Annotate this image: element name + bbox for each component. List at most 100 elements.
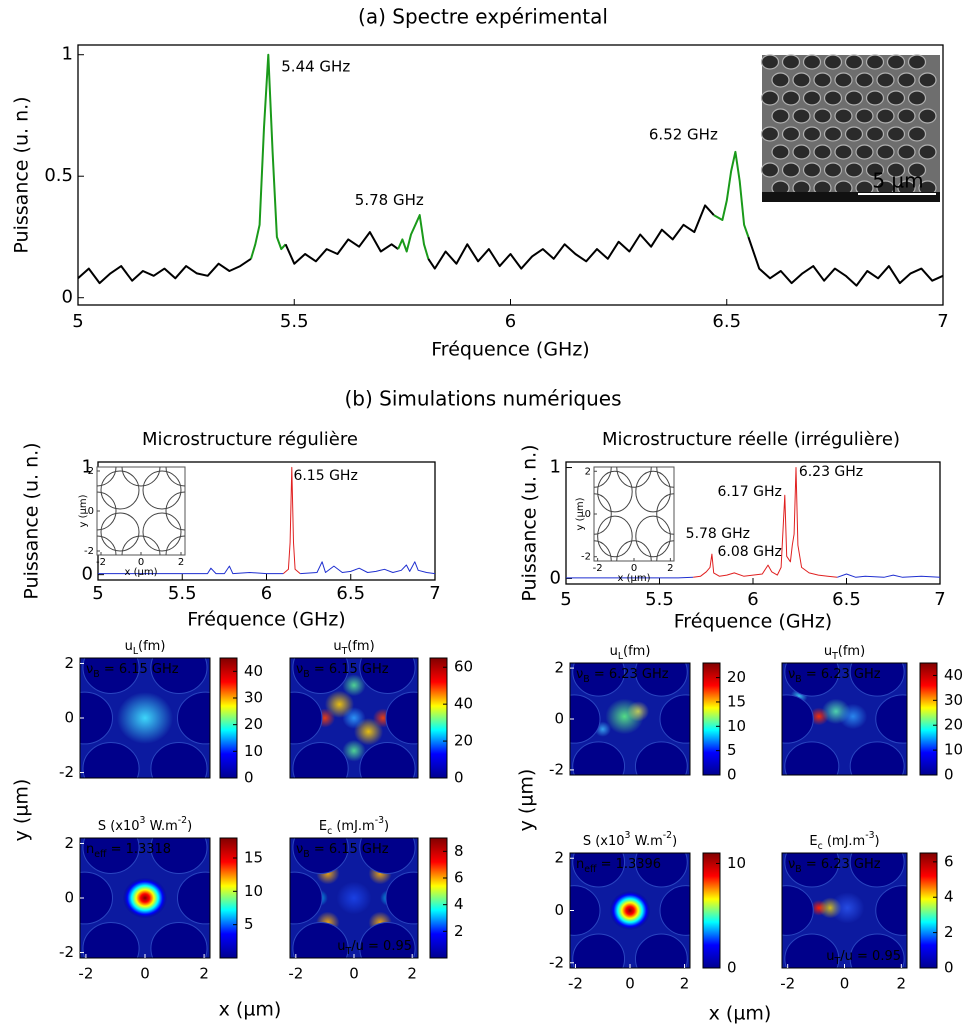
hole	[359, 922, 416, 958]
colorbar-tick-label: 20	[727, 668, 746, 686]
sem-hole	[771, 72, 790, 88]
text-part: = 6.23 GHz	[802, 857, 881, 872]
sem-hole	[823, 162, 843, 178]
sem-hole	[855, 144, 874, 160]
y-tick-label: 2	[64, 834, 74, 852]
inset-hole	[121, 467, 161, 487]
chart-title: (a) Spectre expérimental	[358, 5, 608, 29]
colorbar-tick-label: 8	[454, 842, 464, 860]
x-tick-label: 2	[897, 975, 907, 993]
sem-hole	[802, 54, 822, 70]
y-axis-label: y (µm)	[516, 769, 538, 832]
hole	[292, 838, 349, 874]
colorbar-tick-label: 10	[244, 882, 263, 900]
inset-hole	[635, 470, 671, 513]
x-tick-label: 6.5	[832, 589, 861, 610]
sem-hole	[865, 126, 885, 142]
y-tick-label: 0	[64, 889, 74, 907]
x-axis-label: Fréquence (GHz)	[187, 609, 345, 631]
series-line	[250, 53, 287, 260]
hole	[849, 933, 905, 968]
text-part: 3	[140, 815, 146, 826]
heatmap-title: uT(fm)	[333, 639, 374, 658]
sem-hole	[907, 90, 927, 106]
inset-y-tick-label: 0	[88, 506, 94, 517]
sem-hole	[886, 90, 906, 106]
inset-hole	[656, 493, 674, 535]
annotation: 6.17 GHz	[717, 484, 781, 500]
x-tick-label: 5	[92, 583, 103, 604]
sem-hole	[918, 144, 937, 160]
sem-hole	[844, 126, 864, 142]
y-tick-label: 0	[550, 567, 561, 588]
colorbar-tick-label: 5	[727, 741, 737, 759]
sem-hole	[907, 126, 927, 142]
hole	[150, 742, 208, 778]
heatmap-image	[80, 838, 210, 958]
colorbar	[219, 837, 238, 959]
x-tick-label: 6	[505, 311, 516, 332]
x-tick-label: 0	[349, 965, 359, 983]
colorbar-tick-label: 40	[944, 666, 963, 684]
text-part: B	[303, 669, 309, 680]
inset-hole	[597, 470, 633, 513]
series-line	[300, 561, 436, 575]
colorbar-tick-label: 0	[244, 769, 254, 787]
text-part: u	[824, 644, 832, 659]
hole	[82, 742, 140, 778]
sem-hole	[760, 126, 780, 142]
colorbar-tick-label: 20	[244, 715, 263, 733]
x-tick-label: -2	[288, 965, 303, 983]
y-tick-label: 0	[82, 564, 93, 585]
text-part: c	[327, 826, 332, 837]
hole	[292, 658, 349, 694]
sem-hole	[771, 108, 790, 124]
colorbar	[919, 852, 938, 969]
colorbar-tick-label: 40	[244, 662, 263, 680]
hole	[570, 694, 601, 744]
inset-hole	[594, 467, 612, 488]
sem-hole	[781, 90, 801, 106]
inset-hole	[100, 512, 140, 552]
text-part: eff	[94, 849, 107, 860]
sem-hole	[855, 108, 874, 124]
text-part: = 6.15 GHz	[310, 662, 389, 677]
hole	[359, 838, 416, 874]
colorbar-tick-label: 15	[244, 849, 263, 867]
text-part: S (x10	[98, 819, 140, 834]
y-tick-label: 1	[82, 456, 93, 477]
y-axis-label: y (µm)	[11, 779, 33, 842]
inset-x-tick-label: 2	[178, 557, 184, 568]
y-tick-label: 0	[64, 709, 74, 727]
sem-hole	[760, 90, 780, 106]
text-part: W.m	[630, 834, 662, 849]
y-tick-label: -2	[549, 760, 564, 778]
text-part: -2	[663, 830, 672, 841]
hole	[359, 742, 416, 778]
text-part: c	[818, 841, 823, 852]
y-tick-label: 2	[554, 849, 564, 867]
x-axis-label: x (µm)	[219, 999, 282, 1021]
heatmap-annotation: νB = 6.23 GHz	[788, 857, 881, 876]
colorbar-tick-label: 2	[944, 923, 954, 941]
x-tick-label: 6.5	[336, 583, 365, 604]
text-part: (fm)	[138, 639, 165, 654]
text-part: ν	[576, 667, 583, 682]
inset-hole	[100, 470, 140, 510]
inset-hole	[597, 515, 633, 558]
text-part: = 6.15 GHz	[100, 662, 179, 677]
y-axis-label: Puissance (u. n.)	[21, 442, 43, 599]
x-tick-label: 7	[429, 583, 440, 604]
heatmap-annotation: νB = 6.15 GHz	[86, 662, 179, 681]
y-axis-label: Puissance (u. n.)	[519, 444, 541, 601]
sem-hole	[771, 144, 790, 160]
text-part: = 6.15 GHz	[310, 842, 389, 857]
y-tick-label: 0	[62, 287, 73, 308]
colorbar-tick-label: 40	[454, 695, 473, 713]
text-part: u	[125, 639, 133, 654]
heatmap-title: uL(fm)	[125, 639, 166, 658]
text-part: B	[583, 674, 589, 685]
text-part: B	[303, 849, 309, 860]
hole	[150, 922, 208, 958]
inset-y-tick-label: -2	[84, 546, 94, 557]
